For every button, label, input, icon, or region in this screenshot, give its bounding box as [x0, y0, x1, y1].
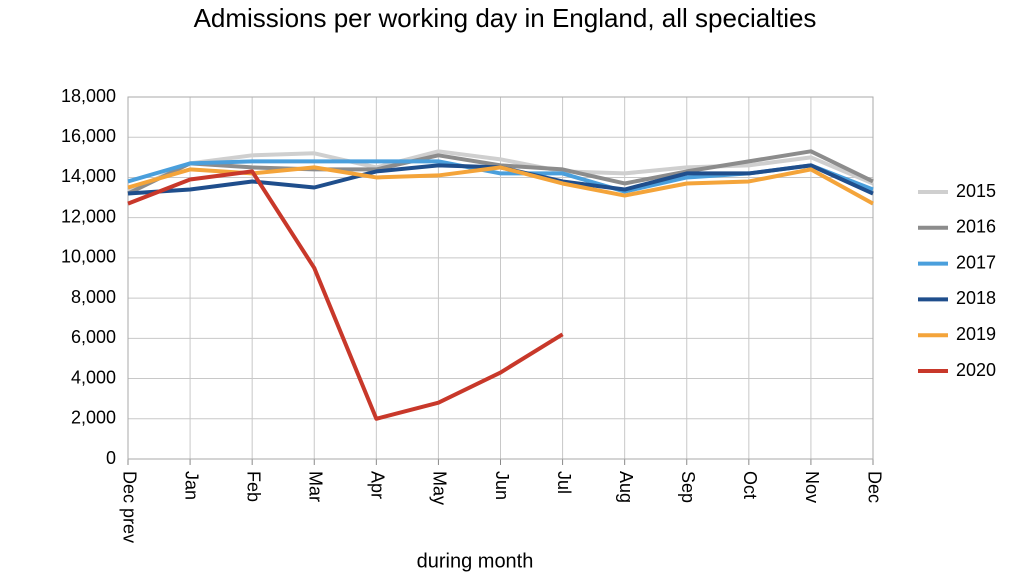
series-line — [127, 149, 874, 194]
y-tick-label: 18,000 — [61, 86, 116, 106]
x-tick-label: Mar — [306, 471, 326, 502]
x-tick-label: Nov — [802, 471, 822, 503]
legend-label: 2015 — [956, 181, 996, 201]
legend-label: 2020 — [956, 360, 996, 380]
series-line — [127, 169, 564, 421]
x-tick-label: Feb — [243, 471, 263, 502]
y-tick-label: 2,000 — [71, 408, 116, 428]
x-tick-label: Jan — [181, 471, 201, 500]
x-tick-label: Oct — [740, 471, 760, 499]
plot-border — [127, 96, 874, 460]
x-tick-label: Jul — [554, 471, 574, 494]
y-tick-label: 14,000 — [61, 166, 116, 186]
legend-label: 2019 — [956, 324, 996, 344]
x-tick-label: Apr — [368, 471, 388, 499]
chart-title: Admissions per working day in England, a… — [194, 3, 817, 33]
y-tick-label: 6,000 — [71, 327, 116, 347]
x-tick-label: May — [430, 471, 450, 505]
legend-label: 2018 — [956, 288, 996, 308]
x-tick-label: Dec prev — [119, 471, 139, 543]
y-tick-label: 10,000 — [61, 247, 116, 267]
y-tick-label: 16,000 — [61, 126, 116, 146]
legend-label: 2017 — [956, 252, 996, 272]
x-tick-label: Jun — [492, 471, 512, 500]
y-tick-label: 0 — [106, 448, 116, 468]
y-tick-label: 4,000 — [71, 367, 116, 387]
x-tick-label: Aug — [616, 471, 636, 503]
series-line — [127, 149, 874, 196]
x-axis-label: during month — [417, 550, 534, 572]
y-tick-label: 12,000 — [61, 206, 116, 226]
x-tick-label: Sep — [678, 471, 698, 503]
y-tick-label: 8,000 — [71, 287, 116, 307]
x-tick-label: Dec — [864, 471, 884, 503]
legend-label: 2016 — [956, 217, 996, 237]
